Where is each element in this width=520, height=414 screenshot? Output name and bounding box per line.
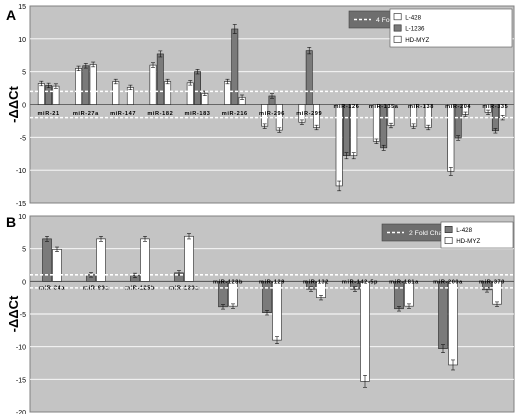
category-label: miR-128b bbox=[213, 279, 243, 285]
y-tick-label: -15 bbox=[16, 377, 26, 384]
bar-l-1236 bbox=[231, 28, 239, 105]
bar-hd-myz bbox=[52, 249, 62, 282]
legend-swatch bbox=[393, 24, 402, 32]
bar-l-428 bbox=[335, 104, 343, 187]
bar-l-1236 bbox=[156, 53, 164, 105]
bar-hd-myz bbox=[164, 81, 172, 105]
legend bbox=[389, 8, 513, 48]
panel-a: A 15 10 5 0 -5 -10 -15 -ΔΔCt miR-21 miR-27a miR-147… bbox=[6, 4, 515, 208]
y-axis-title: -ΔΔCt bbox=[6, 85, 21, 122]
bar-hd-myz bbox=[52, 85, 60, 105]
bar-l-428 bbox=[394, 281, 404, 310]
panel-label: B bbox=[6, 214, 16, 230]
category-label: miR-125b bbox=[125, 286, 155, 292]
legend-label: L-1236 bbox=[405, 26, 425, 33]
y-tick-label: 5 bbox=[22, 70, 26, 77]
bar-hd-myz bbox=[272, 281, 282, 341]
bar-l-428 bbox=[372, 104, 380, 142]
category-label: miR-204 bbox=[445, 104, 471, 110]
y-tick-label: 0 bbox=[22, 103, 26, 110]
legend-swatch bbox=[393, 13, 402, 21]
bar-l-428 bbox=[75, 68, 82, 105]
category-label: miR-183 bbox=[185, 111, 211, 117]
y-tick-label: 5 bbox=[22, 247, 26, 254]
bar-hd-myz bbox=[448, 281, 458, 366]
category-label: miR-335 bbox=[482, 104, 508, 110]
bar-l-1236 bbox=[45, 85, 53, 105]
bar-l-428 bbox=[112, 81, 120, 105]
y-axis-title: -ΔΔCt bbox=[6, 295, 21, 332]
bar-l-1236 bbox=[194, 71, 201, 105]
legend-swatch bbox=[393, 35, 402, 43]
y-tick-label: -5 bbox=[20, 312, 26, 319]
category-label: miR-129 bbox=[259, 279, 285, 285]
y-tick-label: 15 bbox=[18, 4, 26, 11]
bar-l-428 bbox=[447, 104, 455, 172]
category-label: miR-299 bbox=[296, 111, 322, 117]
bar-hd-myz bbox=[350, 104, 358, 157]
category-label: miR-200a bbox=[433, 279, 463, 285]
y-tick-label: -20 bbox=[16, 410, 26, 414]
y-tick-label: -5 bbox=[20, 135, 26, 142]
y-tick-label: 0 bbox=[22, 279, 26, 286]
category-label: miR-181a bbox=[389, 279, 419, 285]
bar-l-428 bbox=[262, 281, 272, 313]
category-label: miR-21 bbox=[37, 111, 59, 117]
category-label: miR-370 bbox=[479, 279, 505, 285]
panel-b: B1050-5-10-15-20-ΔΔCtmiR-34amiR-99amiR-1… bbox=[6, 214, 515, 414]
legend-label: L-428 bbox=[456, 227, 472, 234]
y-tick-label: -10 bbox=[16, 345, 26, 352]
category-label: miR-147 bbox=[110, 111, 136, 117]
reference-key-label: 2 Fold Change bbox=[409, 230, 454, 237]
legend-swatch bbox=[444, 237, 453, 244]
bar-l-1236 bbox=[343, 104, 350, 157]
legend-label: HD-MYZ bbox=[405, 37, 429, 44]
bar-l-428 bbox=[438, 281, 448, 349]
legend-swatch bbox=[444, 226, 453, 233]
category-label: miR-126 bbox=[333, 104, 359, 110]
bar-l-428 bbox=[224, 81, 231, 105]
y-tick-label: -15 bbox=[16, 201, 26, 208]
legend bbox=[440, 221, 514, 249]
bar-l-1236 bbox=[82, 65, 90, 105]
category-label: miR-130a bbox=[169, 286, 199, 292]
category-label: miR-132 bbox=[303, 279, 329, 285]
bar-l-428 bbox=[149, 64, 157, 105]
bar-l-1236 bbox=[305, 50, 313, 105]
legend-label: L-428 bbox=[405, 14, 421, 21]
y-tick-label: 10 bbox=[18, 37, 26, 44]
legend-label: HD-MYZ bbox=[456, 238, 480, 245]
category-label: miR-296 bbox=[259, 111, 285, 117]
y-tick-label: 10 bbox=[18, 214, 26, 221]
y-tick-label: -10 bbox=[16, 168, 26, 175]
bar-hd-myz bbox=[89, 64, 97, 105]
bar-l-428 bbox=[37, 83, 45, 105]
bar-l-1236 bbox=[380, 104, 388, 149]
panel-label: A bbox=[6, 7, 16, 23]
category-label: miR-142-5p bbox=[342, 279, 378, 285]
category-label: miR-138 bbox=[408, 104, 434, 110]
bar-l-428 bbox=[186, 82, 194, 105]
category-label: miR-135a bbox=[369, 104, 399, 110]
category-label: miR-182 bbox=[147, 111, 173, 117]
category-label: miR-27a bbox=[73, 111, 99, 117]
bar-hd-myz bbox=[360, 281, 370, 382]
category-label: miR-216 bbox=[222, 111, 248, 117]
